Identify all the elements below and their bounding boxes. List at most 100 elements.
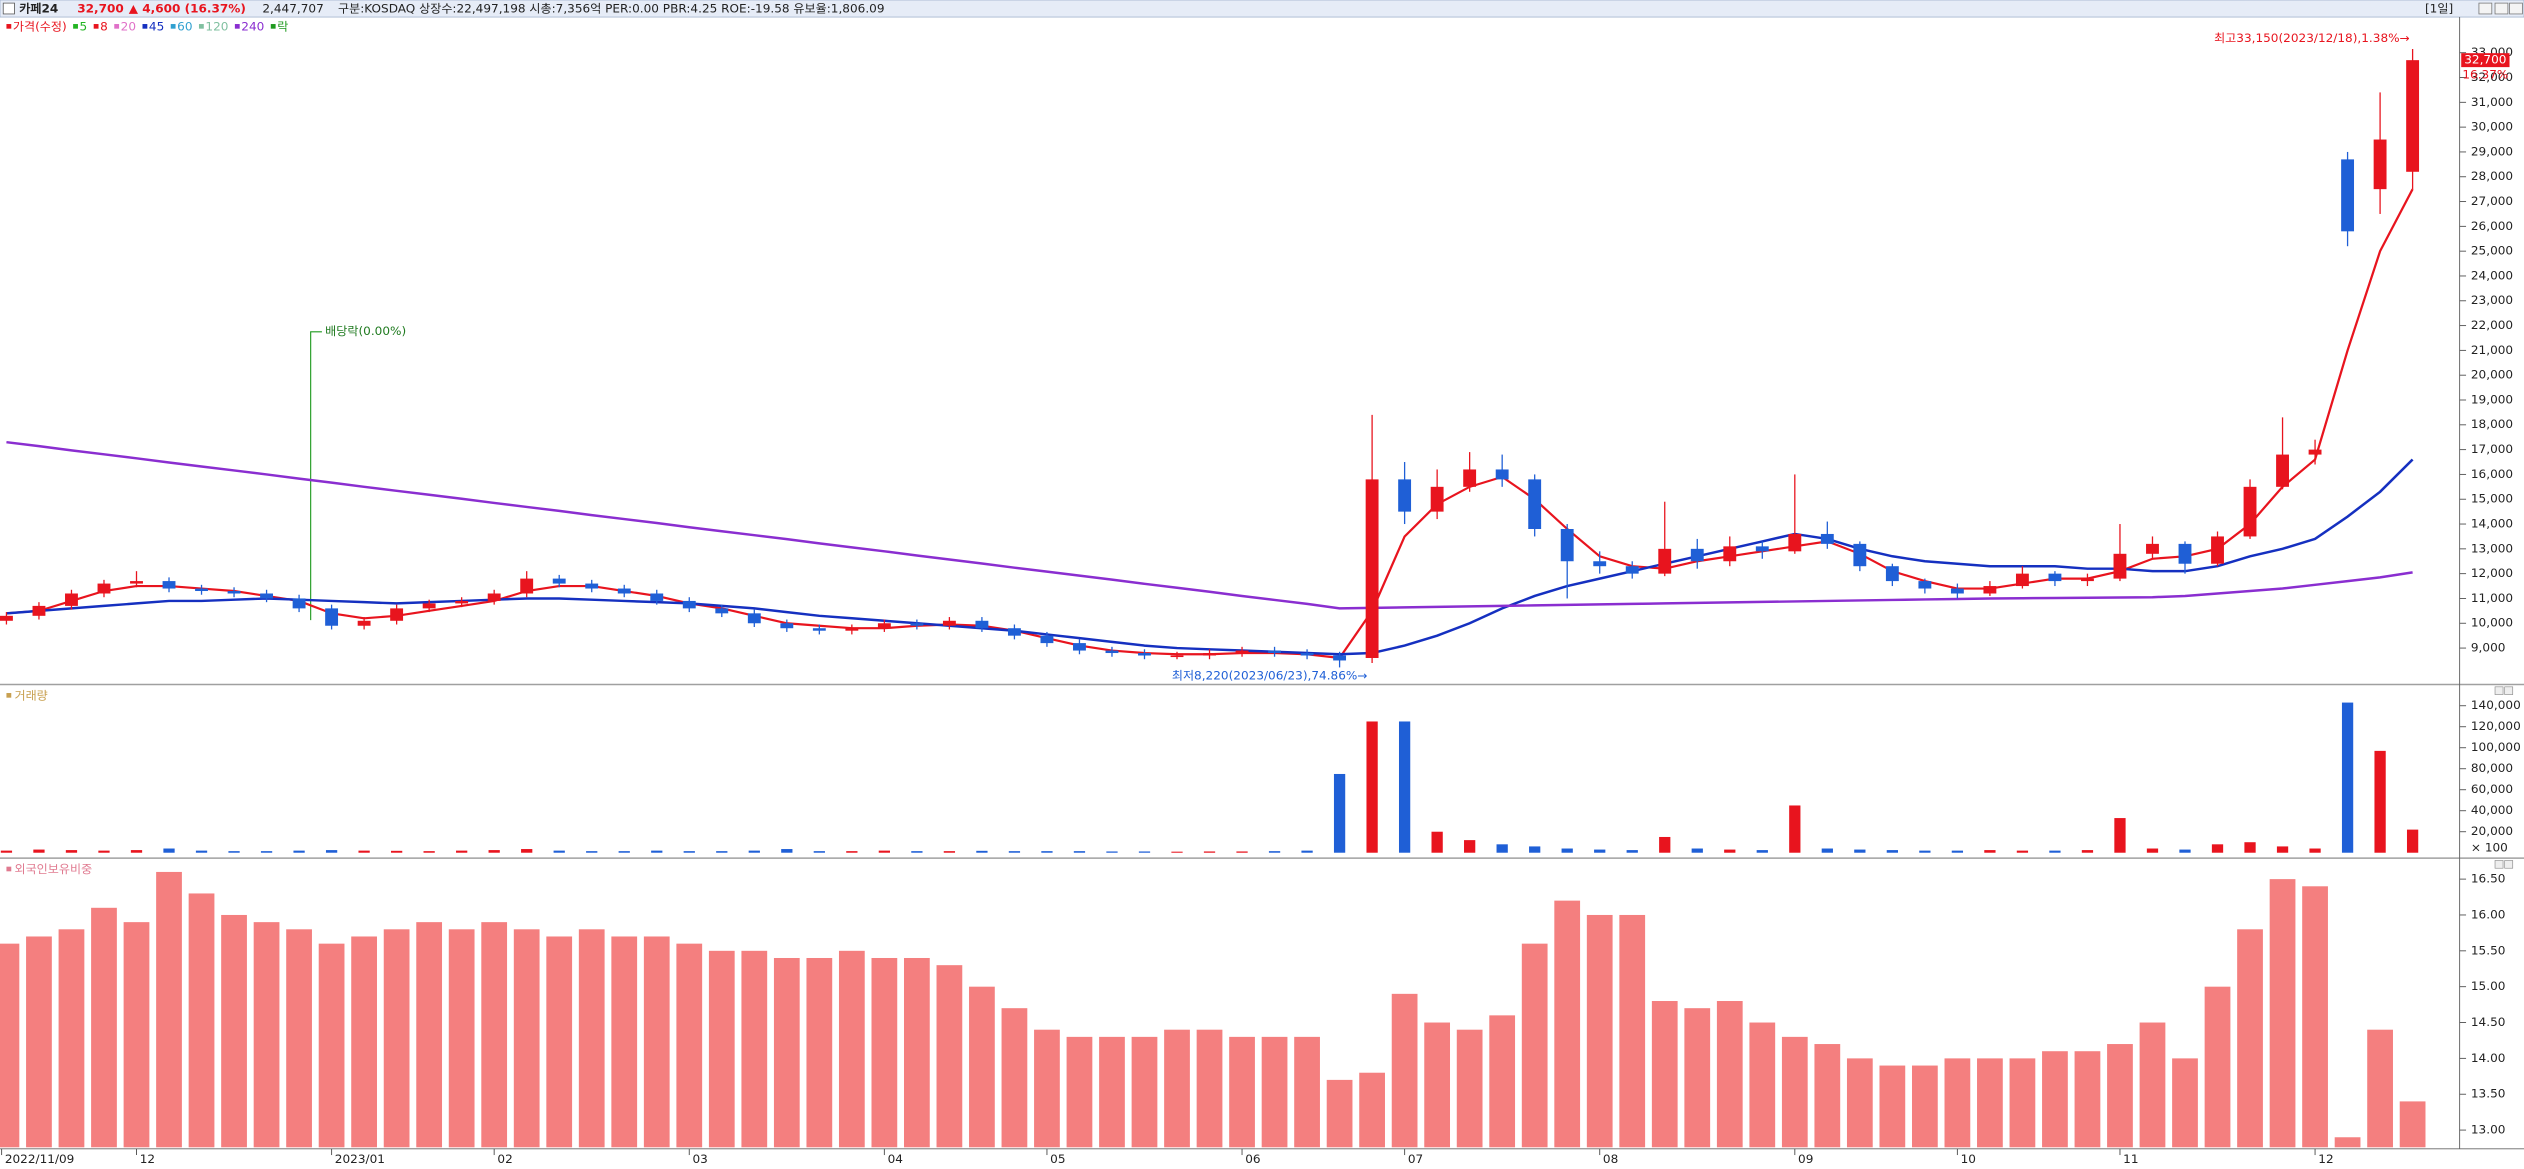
bar [1749, 1022, 1776, 1148]
bar [1919, 850, 1931, 853]
y-tick-label: 14,000 [2471, 517, 2513, 531]
candle-body [975, 620, 989, 629]
period-button[interactable]: [1일] [2425, 2, 2453, 16]
window-button[interactable] [2478, 2, 2493, 15]
window-button[interactable] [2509, 2, 2523, 15]
bar [2179, 849, 2191, 853]
bar [1398, 721, 1411, 853]
bar [1496, 844, 1508, 853]
bar [1203, 851, 1216, 853]
bar [813, 851, 825, 853]
bar [156, 871, 182, 1148]
bar [2081, 850, 2094, 853]
bar [611, 936, 638, 1148]
stock-volume: 2,447,707 [262, 2, 323, 16]
bar [2009, 1058, 2036, 1148]
bar [2237, 929, 2263, 1148]
high-annotation: 최고33,150(2023/12/18),1.38%→ [2214, 31, 2410, 45]
x-tick-label: 07 [1408, 1152, 1423, 1166]
low-annotation: 최저8,220(2023/06/23),74.86%→ [1172, 669, 1368, 683]
bar [513, 929, 540, 1148]
bar [1431, 831, 1443, 853]
candle-body [520, 578, 534, 594]
candle-body [357, 620, 371, 626]
stock-change: ▲ 4,600 (16.37%) [129, 2, 246, 16]
bar [488, 850, 500, 853]
y-tick-label: 27,000 [2471, 194, 2513, 208]
bar [1333, 773, 1346, 853]
bar [456, 850, 468, 853]
bar [741, 950, 768, 1148]
y-tick-label: 15.50 [2471, 943, 2506, 957]
bar [1034, 1029, 1060, 1148]
pane-button[interactable] [2494, 860, 2504, 869]
bar [521, 849, 533, 853]
legend-label: 240 [241, 20, 264, 34]
bar [806, 957, 833, 1148]
candle-body [1138, 653, 1151, 656]
candle-body [910, 623, 924, 626]
pane-title: 거래량 [14, 689, 47, 703]
y-tick-label: 12,000 [2471, 566, 2513, 580]
menu-icon[interactable] [2, 2, 15, 15]
candle-body [97, 583, 111, 594]
bar [351, 936, 377, 1148]
pane-title: 외국인보유비중 [14, 862, 92, 876]
candle-body [552, 578, 566, 584]
bar [26, 936, 52, 1148]
bar [1944, 1058, 1971, 1148]
bar [1489, 1015, 1516, 1148]
bar [1106, 851, 1118, 853]
candle-body [845, 628, 859, 631]
x-tick-label: 09 [1798, 1152, 1813, 1166]
y-tick-label: 140,000 [2471, 698, 2521, 712]
bar [586, 851, 598, 853]
bar [390, 850, 403, 853]
bar [318, 943, 345, 1148]
bar [1236, 851, 1248, 853]
bar [1684, 1008, 1711, 1148]
candle-body [1170, 655, 1184, 658]
window-button[interactable] [2494, 2, 2509, 15]
bar [228, 851, 240, 853]
pane-button[interactable] [2504, 860, 2514, 869]
bar [2276, 846, 2289, 853]
x-tick-label: 04 [888, 1152, 903, 1166]
candle-body [1203, 653, 1216, 656]
bar [716, 851, 728, 853]
bar [1229, 1036, 1255, 1148]
legend-label: 120 [205, 20, 228, 34]
bar [221, 914, 247, 1148]
candle-body [2276, 454, 2289, 487]
bar [1041, 851, 1053, 853]
x-tick-label: 2023/01 [335, 1152, 385, 1166]
bar [130, 850, 143, 853]
y-tick-label: 14.00 [2471, 1051, 2506, 1065]
x-tick-label: 08 [1603, 1152, 1618, 1166]
y-tick-label: 16,000 [2471, 467, 2513, 481]
candle-body [1495, 469, 1509, 480]
bar [878, 850, 890, 853]
bar [286, 929, 312, 1148]
y-tick-label: 20,000 [2471, 824, 2513, 838]
bar [2374, 750, 2386, 853]
bar [1001, 1008, 1028, 1148]
candle-body [0, 615, 13, 621]
candle-body [715, 608, 729, 614]
bar [448, 929, 475, 1148]
legend-label: 락 [277, 20, 288, 34]
bar [1854, 849, 1866, 853]
bar [546, 936, 573, 1148]
candle-body [812, 628, 826, 631]
pane-button[interactable] [2494, 686, 2504, 695]
bar [2016, 850, 2029, 853]
bar [1756, 850, 1768, 853]
candle-body [227, 591, 241, 594]
candle-body [1820, 533, 1834, 544]
pane-button[interactable] [2504, 686, 2514, 695]
legend-marker [170, 24, 176, 29]
candle-body [1788, 533, 1802, 552]
bar [683, 851, 695, 853]
bar [1586, 914, 1613, 1148]
